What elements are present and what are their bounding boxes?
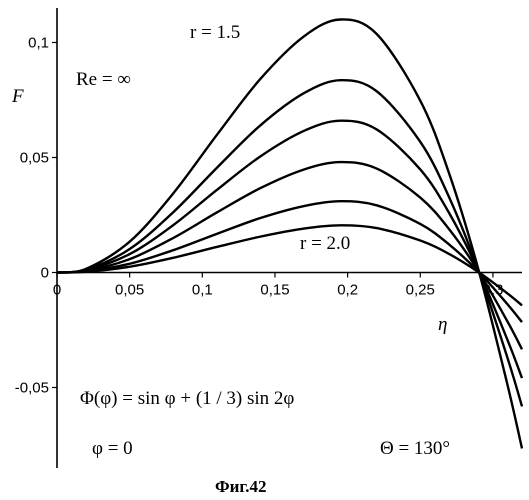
annotation-theta: Θ = 130° — [380, 438, 450, 459]
annotation-re: Re = ∞ — [76, 69, 131, 90]
series-line-3 — [57, 121, 522, 378]
x-tick-label: 0 — [53, 282, 61, 299]
x-tick-label: 0,1 — [192, 282, 213, 299]
x-tick-label: 0,05 — [115, 282, 144, 299]
figure-caption: Фиг.42 — [215, 477, 266, 496]
x-tick-label: 0,15 — [260, 282, 289, 299]
x-tick-label: 0,2 — [337, 282, 358, 299]
y-tick-label: 0,1 — [28, 35, 49, 52]
x-ticks: 00,050,10,150,20,250,3 — [53, 273, 504, 299]
x-tick-label: 0,25 — [406, 282, 435, 299]
annotation-r-bottom: r = 2.0 — [300, 233, 350, 254]
y-axis-label: F — [11, 86, 24, 107]
y-tick-label: 0 — [41, 265, 49, 282]
y-tick-label: -0,05 — [15, 380, 49, 397]
annotation-phi-value: φ = 0 — [92, 438, 133, 459]
annotation-r-top: r = 1.5 — [190, 22, 240, 43]
annotation-phi-function: Φ(φ) = sin φ + (1 / 3) sin 2φ — [80, 388, 294, 409]
x-axis-label: η — [438, 314, 447, 335]
y-tick-label: 0,05 — [20, 150, 49, 167]
